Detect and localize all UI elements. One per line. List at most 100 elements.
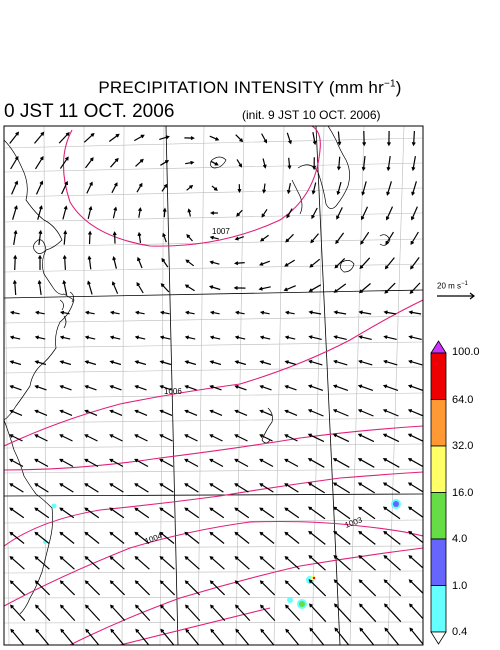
wind-arrow	[85, 157, 94, 169]
wind-arrow	[112, 231, 117, 244]
wind-arrow	[109, 555, 125, 570]
reference-vector-arrow	[437, 292, 475, 300]
wind-arrow	[284, 360, 297, 366]
wind-arrow	[62, 205, 68, 220]
colorbar-label: 0.4	[452, 626, 468, 638]
isobars	[4, 126, 423, 645]
wind-arrow	[184, 555, 200, 570]
wind-arrow	[134, 434, 148, 442]
wind-arrow	[307, 384, 324, 391]
wind-arrow	[159, 385, 172, 391]
wind-arrow	[285, 233, 294, 243]
wind-arrow	[37, 205, 43, 220]
wind-arrow	[9, 604, 26, 622]
wind-arrow	[382, 482, 401, 494]
wind-arrow	[34, 434, 48, 442]
wind-arrow	[34, 409, 48, 416]
wind-arrow	[84, 580, 101, 596]
wind-arrow	[385, 206, 394, 221]
wind-arrow	[259, 483, 274, 493]
wind-arrow	[357, 458, 375, 468]
wind-arrow	[259, 385, 272, 391]
wind-arrow	[134, 409, 148, 416]
wind-arrow	[307, 506, 326, 520]
isobar-labels: 1007 1006 1004 1003	[144, 227, 364, 546]
wind-arrow	[382, 409, 399, 417]
wind-arrow	[235, 628, 250, 645]
wind-arrow	[84, 434, 98, 442]
wind-arrow	[410, 206, 418, 221]
wind-arrow	[184, 580, 201, 596]
wind-arrow	[61, 180, 68, 195]
wind-arrow	[209, 531, 225, 544]
wind-arrow	[284, 604, 301, 622]
wind-arrow	[336, 181, 342, 196]
wind-arrow	[59, 531, 75, 544]
wind-arrow	[358, 335, 372, 340]
colorbar-segment	[430, 585, 447, 633]
wind-arrow	[87, 280, 93, 295]
wind-arrow	[332, 433, 350, 443]
colorbar-label: 64.0	[452, 394, 474, 406]
wind-arrow	[209, 360, 222, 366]
wind-arrow	[137, 256, 143, 269]
wind-arrow	[284, 458, 299, 468]
wind-arrow	[35, 180, 44, 195]
wind-arrow	[34, 531, 50, 544]
wind-arrow	[234, 335, 246, 340]
wind-arrow	[357, 409, 374, 417]
map-frame	[3, 125, 424, 646]
wind-arrow	[362, 130, 367, 147]
wind-vectors	[9, 130, 423, 645]
wind-arrow	[9, 131, 20, 144]
wind-arrow	[308, 530, 326, 545]
wind-arrow	[134, 310, 145, 315]
wind-arrow	[159, 531, 175, 544]
wind-arrow	[37, 254, 42, 270]
wind-arrow	[162, 232, 167, 243]
wind-arrow	[287, 157, 292, 170]
colorbar-label: 4.0	[452, 533, 468, 545]
wind-arrow	[235, 134, 244, 143]
wind-arrow	[209, 310, 220, 315]
wind-arrow	[259, 234, 269, 242]
wind-arrow	[9, 335, 21, 340]
wind-arrow	[384, 627, 400, 645]
wind-arrow	[134, 555, 150, 570]
wind-arrow	[12, 279, 17, 296]
wind-arrow	[259, 335, 271, 340]
wind-arrow	[407, 482, 423, 493]
wind-arrow	[159, 360, 172, 366]
wind-arrow	[159, 310, 170, 315]
wind-arrow	[59, 335, 71, 340]
wind-arrow	[210, 628, 225, 645]
wind-arrow	[87, 255, 92, 270]
wind-arrow	[134, 580, 151, 596]
wind-arrow	[358, 554, 376, 571]
wind-arrow	[209, 604, 226, 622]
wind-arrow	[59, 555, 75, 570]
wind-arrow	[185, 259, 195, 267]
wind-arrow	[234, 360, 247, 366]
wind-arrow	[386, 130, 391, 147]
wind-arrow	[11, 180, 19, 195]
wind-arrow	[9, 409, 23, 416]
wind-arrow	[184, 507, 200, 519]
colorbar-label: 16.0	[452, 487, 474, 499]
wind-arrow	[309, 258, 321, 268]
wind-arrow	[87, 205, 93, 220]
wind-arrow	[34, 335, 46, 340]
wind-arrow	[209, 483, 224, 493]
colorbar-label: 32.0	[452, 440, 474, 452]
wind-arrow	[59, 385, 72, 391]
wind-arrow	[360, 231, 370, 245]
wind-arrow	[34, 156, 44, 170]
wind-arrow	[209, 458, 224, 468]
wind-arrow	[59, 310, 70, 315]
wind-arrow	[358, 579, 377, 597]
wind-arrow	[210, 160, 219, 166]
wind-arrow	[308, 335, 322, 340]
wind-arrow	[84, 483, 99, 493]
wind-arrow	[357, 433, 375, 443]
wind-arrow	[84, 385, 97, 391]
